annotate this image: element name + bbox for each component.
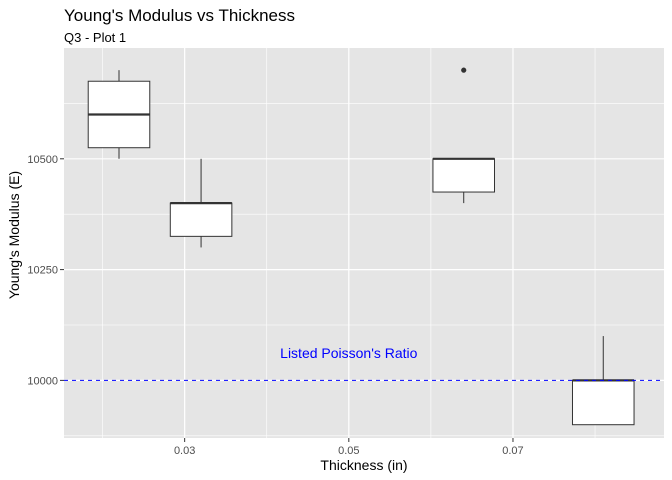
y-tick-label: 10250 — [27, 265, 58, 277]
y-axis-ticks: 10000 10250 10500 — [27, 154, 64, 387]
box-series — [87, 67, 635, 426]
box-body — [169, 202, 233, 237]
plot-panel — [64, 48, 664, 438]
x-tick-label: 0.07 — [502, 445, 523, 457]
y-tick-label: 10500 — [27, 154, 58, 166]
reference-line-group: Listed Poisson's Ratio — [64, 345, 664, 381]
box-2 — [169, 158, 233, 248]
chart-subtitle: Q3 - Plot 1 — [64, 30, 126, 45]
outlier-point — [461, 67, 467, 73]
box-3 — [432, 67, 496, 204]
box-4 — [571, 336, 635, 426]
x-axis-label: Thickness (in) — [320, 457, 407, 473]
y-axis-label: Young's Modulus (E) — [6, 171, 22, 299]
y-tick-label: 10000 — [27, 375, 58, 387]
x-axis-ticks: 0.03 0.05 0.07 — [174, 438, 524, 457]
chart-title: Young's Modulus vs Thickness — [64, 6, 295, 25]
box-body — [571, 379, 635, 426]
box-body — [432, 158, 496, 193]
box-1 — [87, 70, 151, 159]
x-tick-label: 0.03 — [174, 445, 195, 457]
reference-line-annotation: Listed Poisson's Ratio — [280, 345, 418, 361]
x-tick-label: 0.05 — [338, 445, 359, 457]
